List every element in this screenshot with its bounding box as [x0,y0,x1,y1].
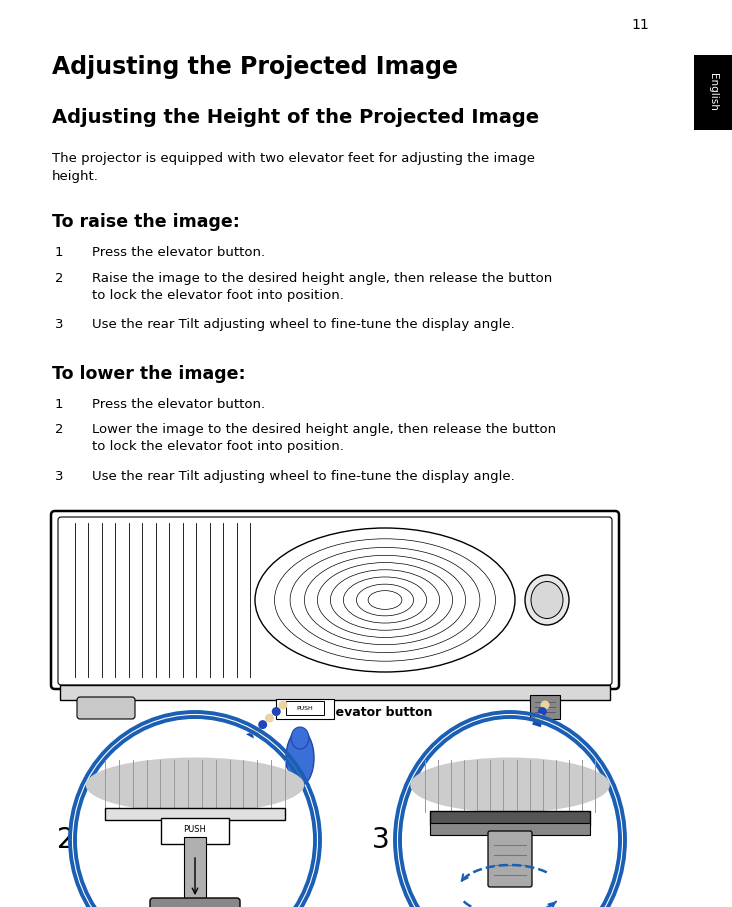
Circle shape [516,759,526,768]
Text: To raise the image:: To raise the image: [52,213,240,231]
Circle shape [224,753,234,762]
Ellipse shape [330,570,440,630]
Ellipse shape [525,575,569,625]
Text: Adjusting the Projected Image: Adjusting the Projected Image [52,55,458,79]
Ellipse shape [291,727,309,749]
FancyBboxPatch shape [530,695,560,719]
Circle shape [258,720,267,729]
FancyBboxPatch shape [286,701,324,715]
Circle shape [272,707,281,716]
FancyBboxPatch shape [276,699,334,719]
Text: 3: 3 [372,826,389,854]
Circle shape [535,714,544,723]
Text: 2: 2 [55,272,64,285]
Ellipse shape [278,541,492,659]
Text: Press the elevator button.: Press the elevator button. [92,398,265,411]
FancyBboxPatch shape [58,517,612,685]
Circle shape [211,766,220,775]
Ellipse shape [405,722,615,907]
Text: Raise the image to the desired height angle, then release the button
to lock the: Raise the image to the desired height an… [92,272,552,302]
Ellipse shape [410,757,610,813]
FancyBboxPatch shape [430,823,590,835]
Circle shape [238,740,247,749]
Circle shape [508,779,518,788]
FancyBboxPatch shape [51,511,619,689]
Circle shape [197,779,206,788]
Text: Tilt adjusting wheel: Tilt adjusting wheel [438,887,560,900]
Text: Elevator button: Elevator button [323,706,433,718]
Text: 1: 1 [55,246,64,259]
Circle shape [519,753,528,762]
FancyBboxPatch shape [77,697,135,719]
Circle shape [511,773,520,782]
Circle shape [524,740,534,749]
Circle shape [265,714,274,723]
FancyBboxPatch shape [161,818,229,844]
Circle shape [204,773,213,782]
Text: Lower the image to the desired height angle, then release the button
to lock the: Lower the image to the desired height an… [92,423,556,453]
Ellipse shape [305,555,466,645]
Text: 3: 3 [55,318,64,331]
FancyBboxPatch shape [430,811,590,825]
Text: Elevator foot: Elevator foot [110,887,190,900]
Ellipse shape [286,730,314,785]
Ellipse shape [255,528,515,672]
FancyBboxPatch shape [694,55,732,130]
Circle shape [527,733,536,742]
Text: Adjusting the Height of the Projected Image: Adjusting the Height of the Projected Im… [52,108,539,127]
Text: 2: 2 [55,423,64,436]
Ellipse shape [80,722,310,907]
Text: Press the elevator button.: Press the elevator button. [92,246,265,259]
Text: PUSH: PUSH [296,706,313,710]
Circle shape [190,785,200,795]
Circle shape [530,727,539,736]
Text: The projector is equipped with two elevator feet for adjusting the image
height.: The projector is equipped with two eleva… [52,152,535,183]
Circle shape [540,700,550,709]
Text: 3: 3 [55,470,64,483]
Circle shape [231,746,240,756]
Ellipse shape [86,757,305,813]
FancyBboxPatch shape [488,831,532,887]
Text: 1: 1 [233,741,250,769]
Circle shape [522,746,531,756]
Text: Use the rear Tilt adjusting wheel to fine-tune the display angle.: Use the rear Tilt adjusting wheel to fin… [92,318,515,331]
FancyBboxPatch shape [60,685,610,700]
Circle shape [514,766,523,775]
Circle shape [506,785,515,795]
Text: To lower the image:: To lower the image: [52,365,246,383]
Circle shape [538,707,547,716]
Text: 1: 1 [55,398,64,411]
Circle shape [244,733,254,742]
FancyBboxPatch shape [105,808,285,820]
Text: PUSH: PUSH [184,825,206,834]
Circle shape [217,759,227,768]
Ellipse shape [531,581,563,619]
Circle shape [532,720,542,729]
Circle shape [251,727,261,736]
Text: Use the rear Tilt adjusting wheel to fine-tune the display angle.: Use the rear Tilt adjusting wheel to fin… [92,470,515,483]
Text: English: English [708,73,718,111]
Text: 11: 11 [631,18,649,32]
FancyBboxPatch shape [150,898,240,907]
Text: 2: 2 [57,826,75,854]
FancyBboxPatch shape [184,837,206,901]
Circle shape [278,700,288,709]
